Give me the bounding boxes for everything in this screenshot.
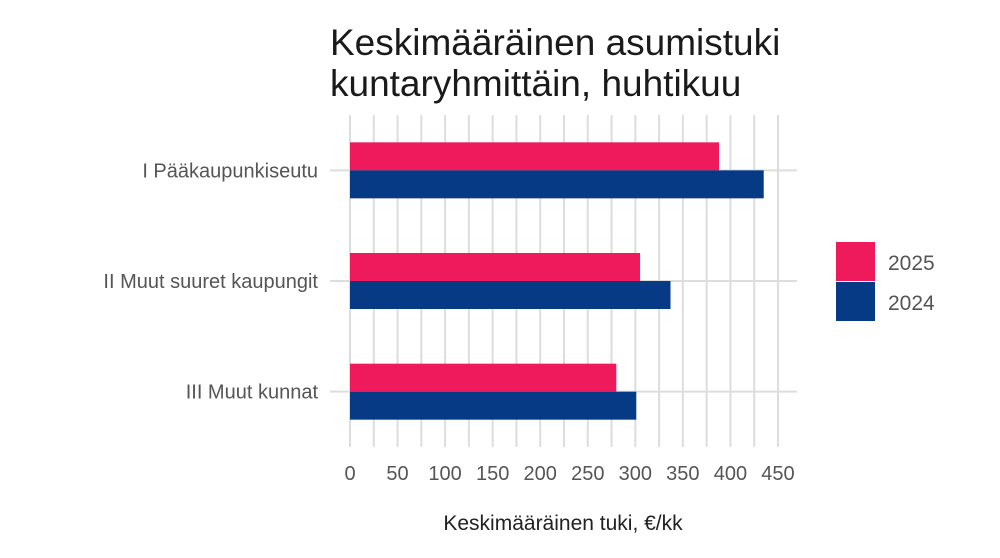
category-label: II Muut suuret kaupungit xyxy=(103,271,318,293)
bar-2024-3 xyxy=(350,391,637,420)
x-tick-label: 0 xyxy=(344,463,355,485)
x-tick-label: 100 xyxy=(428,463,461,485)
x-tick-label: 350 xyxy=(666,463,699,485)
category-labels: I Pääkaupunkiseutu II Muut suuret kaupung… xyxy=(103,160,318,403)
chart-title: Keskimääräinen asumistuki kuntaryhmittäi… xyxy=(330,22,780,104)
bars xyxy=(350,142,764,420)
x-tick-label: 50 xyxy=(386,463,408,485)
x-tick-label: 400 xyxy=(714,463,747,485)
x-tick-label: 450 xyxy=(761,463,794,485)
legend-label-2024: 2024 xyxy=(888,292,935,315)
category-label: I Pääkaupunkiseutu xyxy=(142,160,318,182)
x-tick-labels: 0 50 100 150 200 250 300 350 400 450 xyxy=(344,463,794,485)
legend-label-2025: 2025 xyxy=(888,252,935,275)
x-tick-label: 250 xyxy=(571,463,604,485)
chart-title-line-2: kuntaryhmittäin, huhtikuu xyxy=(330,63,741,104)
x-tick-label: 300 xyxy=(619,463,652,485)
legend-swatch-2025 xyxy=(836,242,875,281)
chart-title-line-1: Keskimääräinen asumistuki xyxy=(330,22,780,63)
x-tick-label: 200 xyxy=(524,463,557,485)
x-tick-label: 150 xyxy=(476,463,509,485)
bar-2024-1 xyxy=(350,170,764,199)
bar-2025-1 xyxy=(350,142,720,171)
bar-2024-2 xyxy=(350,281,671,309)
bar-2025-3 xyxy=(350,363,617,392)
x-axis-label: Keskimääräinen tuki, €/kk xyxy=(443,512,683,535)
legend-swatch-2024 xyxy=(836,282,875,321)
category-label: III Muut kunnat xyxy=(186,382,319,404)
legend: 2025 2024 xyxy=(836,242,935,321)
bar-2025-2 xyxy=(350,253,641,281)
